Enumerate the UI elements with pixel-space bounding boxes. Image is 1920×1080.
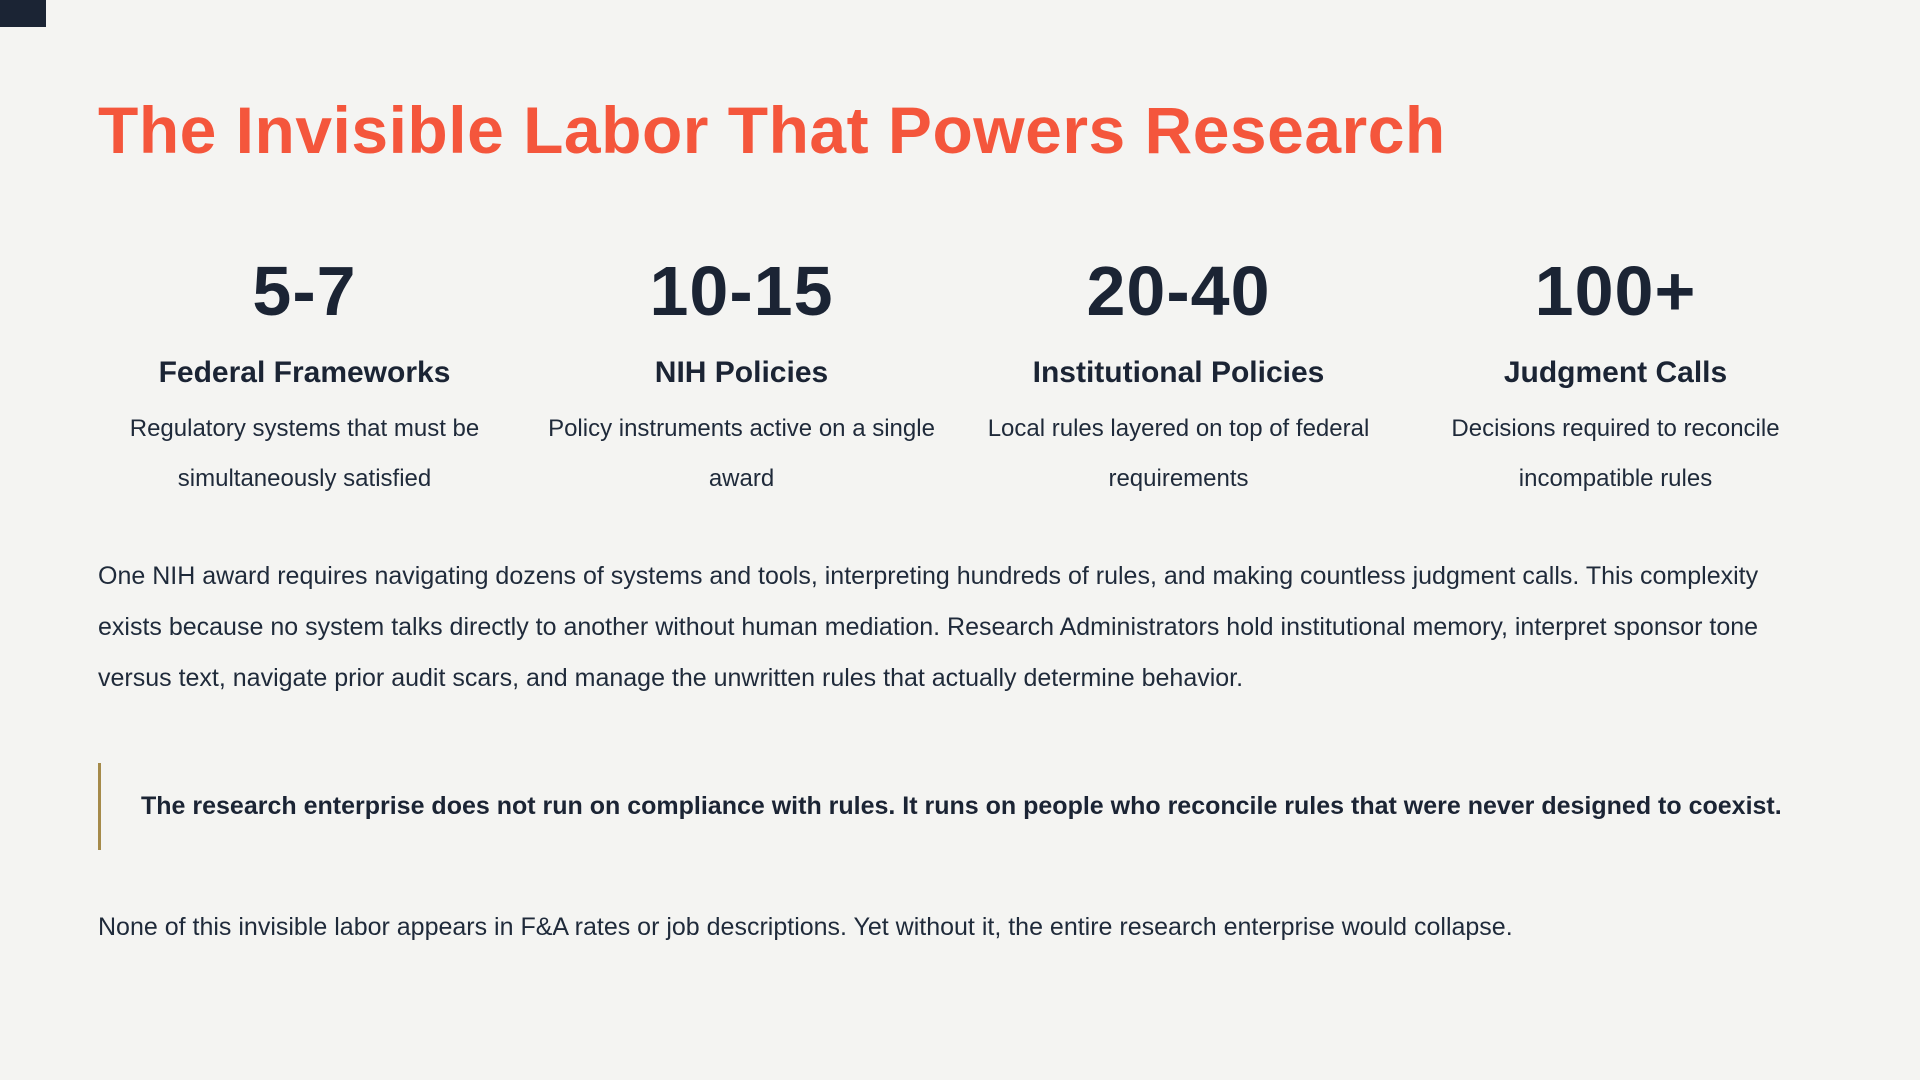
- stat-judgment-calls: 100+ Judgment Calls Decisions required t…: [1409, 256, 1822, 505]
- stat-label: NIH Policies: [654, 356, 829, 389]
- stat-label: Federal Frameworks: [158, 356, 451, 389]
- stat-institutional-policies: 20-40 Institutional Policies Local rules…: [972, 256, 1385, 505]
- stat-description: Decisions required to reconcile incompat…: [1451, 415, 1780, 493]
- stat-description: Policy instruments active on a single aw…: [548, 415, 935, 493]
- closing-paragraph: None of this invisible labor appears in …: [98, 912, 1513, 941]
- stat-federal-frameworks: 5-7 Federal Frameworks Regulatory system…: [98, 256, 511, 505]
- stat-value: 10-15: [649, 252, 834, 330]
- page-title: The Invisible Labor That Powers Research: [98, 93, 1446, 167]
- intro-paragraph: One NIH award requires navigating dozens…: [98, 561, 1759, 693]
- corner-mark: [0, 0, 46, 27]
- stat-description: Regulatory systems that must be simultan…: [129, 415, 480, 493]
- stat-value: 20-40: [1086, 252, 1271, 330]
- stat-label: Institutional Policies: [1032, 356, 1325, 389]
- stat-description: Local rules layered on top of federal re…: [987, 415, 1370, 493]
- stat-label: Judgment Calls: [1503, 356, 1728, 389]
- pull-quote: The research enterprise does not run on …: [98, 762, 1798, 850]
- stat-nih-policies: 10-15 NIH Policies Policy instruments ac…: [535, 256, 948, 505]
- stat-value: 100+: [1534, 252, 1697, 330]
- stat-value: 5-7: [252, 252, 357, 330]
- stats-row: 5-7 Federal Frameworks Regulatory system…: [98, 256, 1822, 505]
